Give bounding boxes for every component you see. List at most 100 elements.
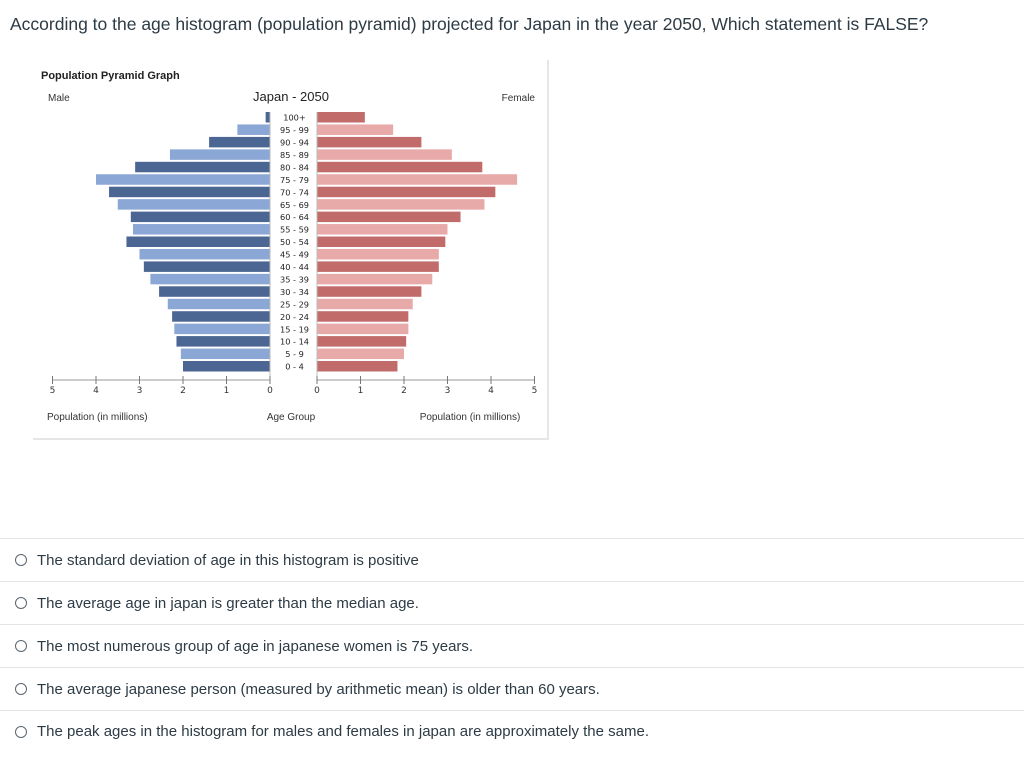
female-label: Female — [502, 93, 536, 104]
male-bar — [117, 199, 270, 210]
answer-option-label: The most numerous group of age in japane… — [37, 637, 474, 655]
answer-option[interactable]: The peak ages in the histogram for males… — [0, 710, 1024, 753]
x-tick-label: 5 — [532, 386, 538, 396]
x-axis-label-center: Age Group — [267, 412, 316, 423]
answer-option-label: The peak ages in the histogram for males… — [37, 723, 649, 740]
male-bar — [143, 261, 270, 272]
answer-option[interactable]: The average age in japan is greater than… — [0, 581, 1024, 624]
x-tick-label: 0 — [267, 386, 273, 396]
male-bar — [180, 348, 270, 360]
x-tick-label: 2 — [180, 386, 186, 396]
age-group-label: 50 - 54 — [280, 237, 309, 247]
radio-button[interactable] — [15, 683, 27, 695]
male-label: Male — [48, 93, 70, 104]
female-bar — [317, 236, 446, 247]
female-bar — [317, 199, 485, 210]
x-tick-label: 3 — [137, 386, 143, 396]
x-tick-label: 3 — [445, 386, 451, 396]
answer-options: The standard deviation of age in this hi… — [0, 538, 1024, 753]
x-tick-label: 4 — [488, 386, 494, 396]
age-group-label: 10 - 14 — [280, 337, 309, 347]
x-tick-label: 1 — [358, 386, 364, 396]
answer-option-label: The standard deviation of age in this hi… — [37, 551, 419, 569]
male-bar — [183, 361, 270, 372]
male-bar — [126, 236, 270, 247]
age-group-label: 55 - 59 — [280, 225, 309, 235]
female-bar — [317, 248, 439, 260]
chart-title: Japan - 2050 — [253, 89, 329, 104]
answer-option-label: The average age in japan is greater than… — [37, 594, 419, 612]
radio-button[interactable] — [15, 640, 27, 652]
answer-option[interactable]: The standard deviation of age in this hi… — [0, 538, 1024, 581]
age-group-label: 0 - 4 — [285, 362, 304, 372]
male-bar — [132, 224, 270, 235]
female-bar — [317, 124, 394, 135]
answer-option[interactable]: The average japanese person (measured by… — [0, 667, 1024, 710]
age-group-label: 65 - 69 — [280, 200, 309, 210]
male-bar — [150, 273, 270, 285]
age-group-label: 20 - 24 — [280, 312, 309, 322]
answer-option[interactable]: The most numerous group of age in japane… — [0, 624, 1024, 667]
female-bar — [317, 186, 496, 198]
female-bar — [317, 161, 483, 173]
female-bar — [317, 361, 398, 372]
male-bar — [139, 248, 270, 260]
male-bar — [209, 136, 270, 148]
age-group-label: 35 - 39 — [280, 274, 309, 284]
female-bar — [317, 273, 433, 285]
male-bar — [174, 323, 270, 335]
male-bar — [169, 149, 270, 160]
male-bar — [159, 286, 270, 297]
male-bar — [109, 186, 270, 198]
age-group-label: 70 - 74 — [280, 187, 309, 197]
female-bar — [317, 261, 439, 272]
age-group-label: 75 - 79 — [280, 175, 309, 185]
age-group-label: 30 - 34 — [280, 287, 309, 297]
male-bar — [96, 174, 270, 185]
x-tick-label: 4 — [93, 386, 99, 396]
female-bar — [317, 211, 461, 223]
age-group-label: 100+ — [283, 113, 306, 123]
x-tick-label: 5 — [50, 386, 56, 396]
answer-option-label: The average japanese person (measured by… — [37, 680, 600, 698]
female-bar — [317, 336, 407, 347]
female-bar — [317, 348, 404, 360]
x-tick-label: 0 — [314, 386, 320, 396]
female-bar — [317, 311, 409, 322]
age-group-label: 85 - 89 — [280, 150, 309, 160]
age-group-label: 15 - 19 — [280, 324, 309, 334]
female-bar — [317, 224, 448, 235]
radio-button[interactable] — [15, 554, 27, 566]
age-group-label: 40 - 44 — [280, 262, 309, 272]
population-pyramid-figure: Population Pyramid Graph Male Female Jap… — [33, 60, 549, 440]
age-group-label: 90 - 94 — [280, 138, 309, 148]
male-bar — [176, 336, 270, 347]
male-bar — [130, 211, 270, 223]
radio-button[interactable] — [15, 597, 27, 609]
male-bar — [135, 161, 270, 173]
x-axis-label-right: Population (in millions) — [420, 412, 521, 423]
x-axis-label-left: Population (in millions) — [47, 412, 148, 423]
female-bar — [317, 174, 518, 185]
age-group-label: 45 - 49 — [280, 250, 309, 260]
age-group-label: 95 - 99 — [280, 125, 309, 135]
age-group-label: 60 - 64 — [280, 212, 309, 222]
chart-header: Population Pyramid Graph — [41, 70, 180, 82]
male-bar — [237, 124, 270, 135]
age-group-label: 80 - 84 — [280, 162, 309, 172]
question-text: According to the age histogram (populati… — [10, 14, 929, 34]
male-bar — [167, 298, 270, 310]
population-pyramid-chart: Population Pyramid Graph Male Female Jap… — [41, 70, 538, 423]
female-bar — [317, 149, 452, 160]
female-bar — [317, 112, 365, 123]
age-group-label: 25 - 29 — [280, 299, 309, 309]
age-group-label: 5 - 9 — [285, 349, 304, 359]
female-bar — [317, 136, 422, 148]
female-bar — [317, 298, 413, 310]
male-bar — [265, 112, 270, 123]
female-bar — [317, 286, 422, 297]
x-tick-label: 2 — [401, 386, 407, 396]
male-bar — [172, 311, 270, 322]
radio-button[interactable] — [15, 725, 27, 738]
female-bar — [317, 323, 409, 335]
